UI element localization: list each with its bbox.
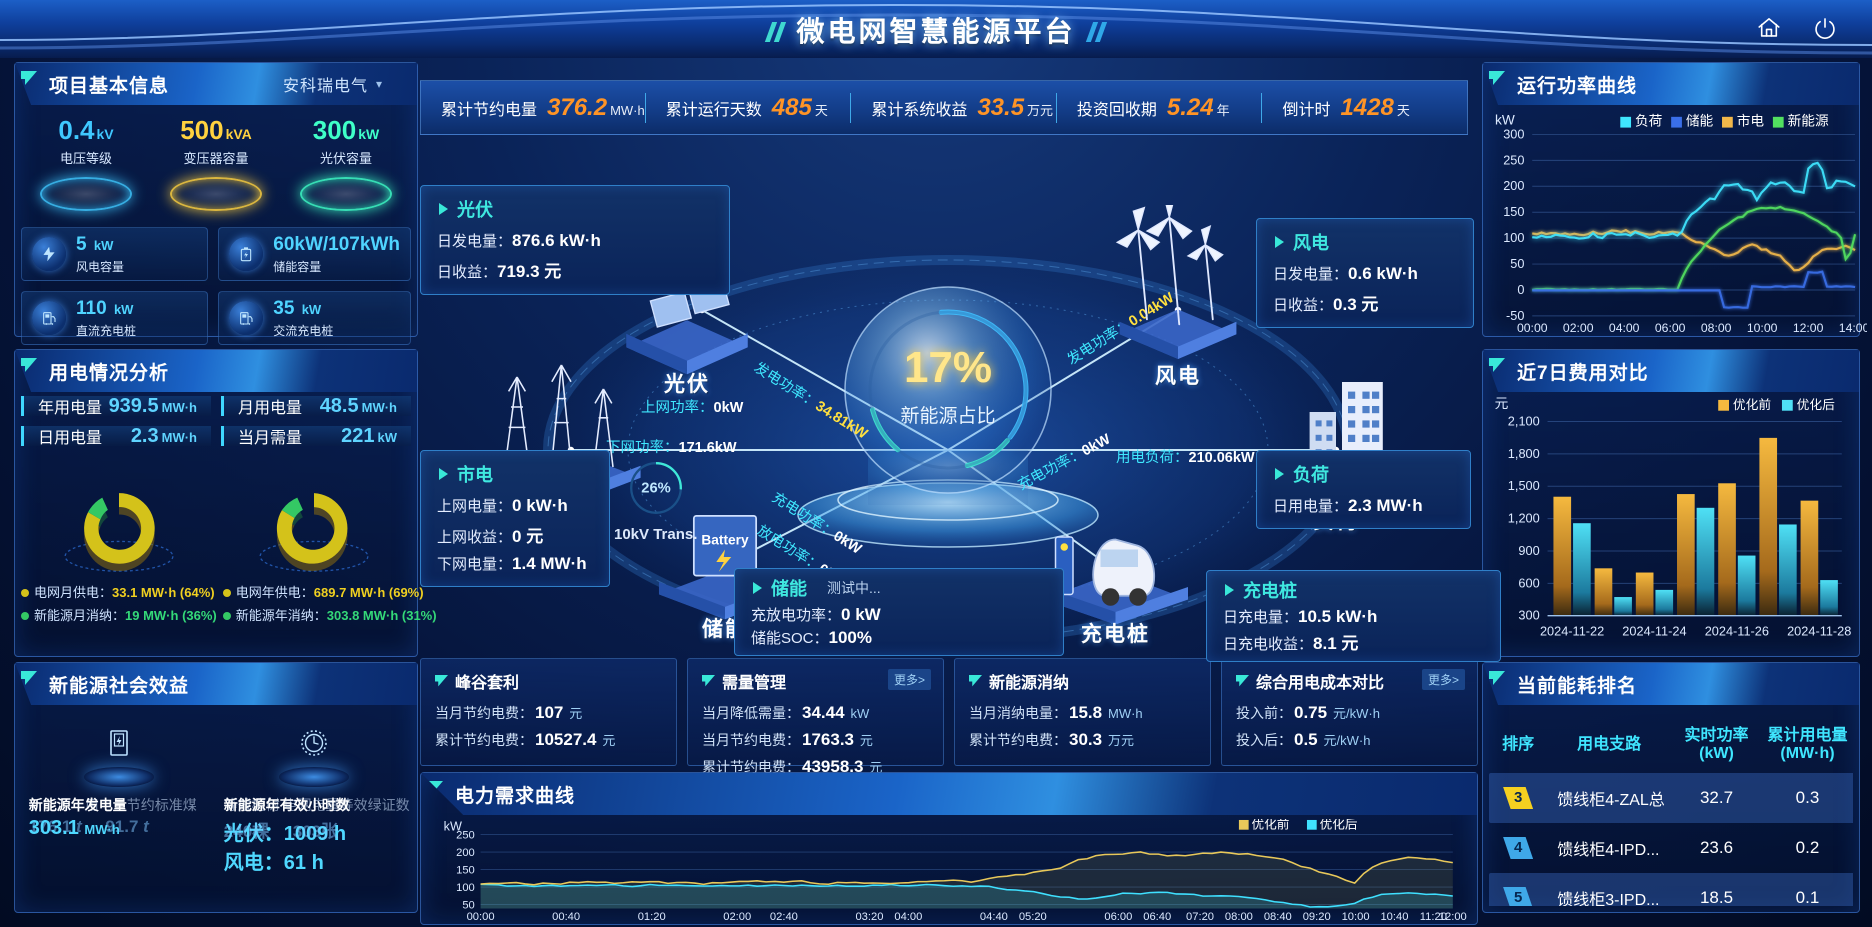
svg-text:06:40: 06:40	[1143, 911, 1171, 923]
svg-text:600: 600	[1518, 575, 1539, 590]
svg-text:2,100: 2,100	[1508, 413, 1540, 428]
svg-text:300: 300	[1503, 126, 1524, 141]
svg-text:1,200: 1,200	[1508, 511, 1540, 526]
svg-text:10:40: 10:40	[1380, 911, 1408, 923]
svg-text:用电负荷：210.06kW: 用电负荷：210.06kW	[1116, 449, 1255, 466]
svg-text:04:00: 04:00	[894, 911, 922, 923]
svg-text:00:00: 00:00	[467, 911, 495, 923]
svg-text:10:00: 10:00	[1342, 911, 1370, 923]
svg-text:03:20: 03:20	[855, 911, 883, 923]
svg-text:上网功率：0kW: 上网功率：0kW	[641, 399, 744, 416]
svg-text:300: 300	[1518, 608, 1539, 623]
svg-text:250: 250	[1503, 152, 1524, 167]
svg-text:优化后: 优化后	[1797, 397, 1835, 412]
svg-text:新能源: 新能源	[1788, 114, 1829, 129]
svg-text:1,500: 1,500	[1508, 478, 1540, 493]
svg-text:900: 900	[1518, 543, 1539, 558]
svg-text:负荷: 负荷	[1635, 114, 1663, 129]
svg-text:26%: 26%	[641, 481, 670, 497]
svg-text:2024-11-22: 2024-11-22	[1540, 623, 1604, 638]
svg-text:1,800: 1,800	[1508, 446, 1540, 461]
svg-text:02:40: 02:40	[770, 911, 798, 923]
svg-text:市电: 市电	[1737, 113, 1765, 129]
svg-text:250: 250	[456, 829, 475, 841]
svg-text:储能: 储能	[1686, 114, 1714, 129]
svg-text:04:40: 04:40	[980, 911, 1008, 923]
svg-text:Battery: Battery	[701, 533, 749, 548]
svg-text:00:40: 00:40	[552, 911, 580, 923]
svg-text:01:20: 01:20	[638, 911, 666, 923]
svg-text:09:20: 09:20	[1303, 911, 1331, 923]
svg-text:12:00: 12:00	[1439, 911, 1467, 923]
svg-text:200: 200	[1503, 178, 1524, 193]
svg-text:2024-11-26: 2024-11-26	[1705, 623, 1769, 638]
svg-text:50: 50	[1510, 256, 1524, 271]
svg-text:0: 0	[1517, 282, 1524, 297]
svg-text:00:00: 00:00	[1517, 321, 1548, 334]
svg-text:07:20: 07:20	[1186, 911, 1214, 923]
svg-text:02:00: 02:00	[1563, 321, 1594, 334]
svg-text:元: 元	[1495, 396, 1509, 411]
svg-text:优化前: 优化前	[1733, 397, 1771, 412]
svg-text:02:00: 02:00	[723, 911, 751, 923]
svg-text:50: 50	[462, 899, 474, 911]
svg-text:优化前: 优化前	[1252, 819, 1290, 832]
svg-text:200: 200	[456, 847, 475, 859]
svg-text:14:00: 14:00	[1839, 321, 1867, 334]
svg-text:17%: 17%	[904, 343, 992, 392]
svg-text:08:00: 08:00	[1225, 911, 1253, 923]
svg-text:2024-11-28: 2024-11-28	[1787, 623, 1851, 638]
svg-text:新能源占比: 新能源占比	[900, 405, 995, 427]
svg-text:2024-11-24: 2024-11-24	[1622, 623, 1686, 638]
svg-text:05:20: 05:20	[1019, 911, 1047, 923]
svg-text:04:00: 04:00	[1609, 321, 1640, 334]
svg-text:06:00: 06:00	[1655, 321, 1686, 334]
svg-text:100: 100	[456, 882, 475, 894]
svg-text:优化后: 优化后	[1320, 819, 1358, 832]
svg-text:150: 150	[1503, 204, 1524, 219]
svg-text:150: 150	[456, 864, 475, 876]
svg-text:08:40: 08:40	[1264, 911, 1292, 923]
svg-text:100: 100	[1503, 230, 1524, 245]
svg-text:06:00: 06:00	[1104, 911, 1132, 923]
svg-text:08:00: 08:00	[1701, 321, 1732, 334]
svg-text:12:00: 12:00	[1793, 321, 1824, 334]
svg-text:10:00: 10:00	[1747, 321, 1778, 334]
